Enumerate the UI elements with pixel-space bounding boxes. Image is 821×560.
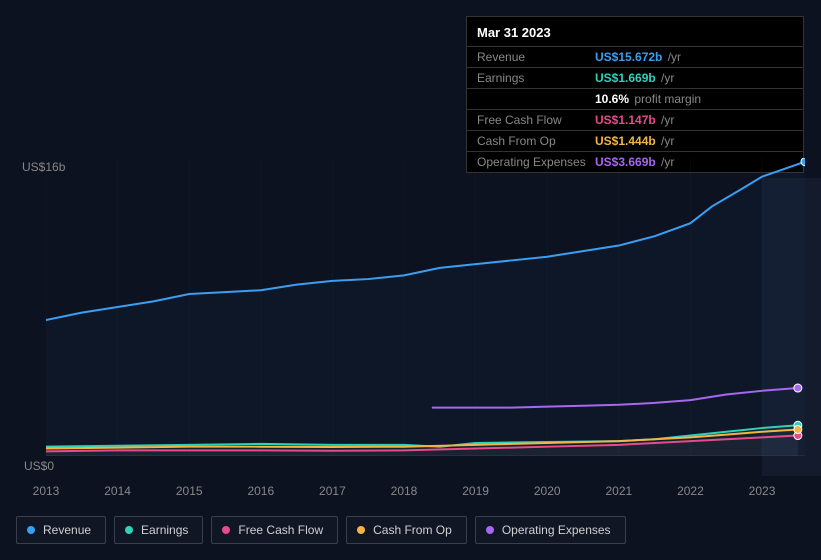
x-axis-labels: 2013201420152016201720182019202020212022… (46, 484, 805, 502)
tooltip-row-value: US$1.147b /yr (595, 113, 674, 127)
legend-label: Free Cash Flow (238, 523, 323, 537)
legend-dot-icon (125, 526, 133, 534)
tooltip-row: 10.6% profit margin (467, 89, 803, 110)
legend-label: Operating Expenses (502, 523, 611, 537)
legend-dot-icon (357, 526, 365, 534)
legend-item-cash-from-op[interactable]: Cash From Op (346, 516, 467, 544)
legend-dot-icon (486, 526, 494, 534)
legend-label: Earnings (141, 523, 188, 537)
tooltip-date: Mar 31 2023 (467, 23, 803, 47)
legend-item-free-cash-flow[interactable]: Free Cash Flow (211, 516, 338, 544)
x-axis-tick-label: 2023 (749, 484, 776, 498)
tooltip-row-value: US$1.444b /yr (595, 134, 674, 148)
legend-item-earnings[interactable]: Earnings (114, 516, 203, 544)
x-axis-tick-label: 2013 (33, 484, 60, 498)
x-axis-tick-label: 2015 (176, 484, 203, 498)
tooltip-rows: RevenueUS$15.672b /yrEarningsUS$1.669b /… (467, 47, 803, 172)
legend-dot-icon (27, 526, 35, 534)
tooltip-row: Free Cash FlowUS$1.147b /yr (467, 110, 803, 131)
financial-chart[interactable] (16, 158, 805, 456)
tooltip-row-label: Cash From Op (477, 134, 595, 148)
legend-label: Revenue (43, 523, 91, 537)
legend-dot-icon (222, 526, 230, 534)
tooltip-row-label: Earnings (477, 71, 595, 85)
legend-item-operating-expenses[interactable]: Operating Expenses (475, 516, 626, 544)
x-axis-tick-label: 2018 (391, 484, 418, 498)
x-axis-tick-label: 2020 (534, 484, 561, 498)
legend-item-revenue[interactable]: Revenue (16, 516, 106, 544)
tooltip-row-label: Free Cash Flow (477, 113, 595, 127)
x-axis-tick-label: 2021 (605, 484, 632, 498)
x-axis-tick-label: 2014 (104, 484, 131, 498)
tooltip-row: RevenueUS$15.672b /yr (467, 47, 803, 68)
x-axis-tick-label: 2022 (677, 484, 704, 498)
legend-label: Cash From Op (373, 523, 452, 537)
chart-legend: Revenue Earnings Free Cash Flow Cash From O… (16, 516, 626, 544)
tooltip-row-label (477, 92, 595, 106)
chart-tooltip: Mar 31 2023 RevenueUS$15.672b /yrEarning… (466, 16, 804, 173)
tooltip-row-value: US$15.672b /yr (595, 50, 681, 64)
x-axis-tick-label: 2019 (462, 484, 489, 498)
chart-svg (46, 158, 805, 456)
tooltip-row-value: 10.6% profit margin (595, 92, 701, 106)
tooltip-row: Cash From OpUS$1.444b /yr (467, 131, 803, 152)
x-axis-tick-label: 2017 (319, 484, 346, 498)
tooltip-row-value: US$1.669b /yr (595, 71, 674, 85)
y-axis-label-bottom: US$0 (24, 459, 54, 473)
x-axis-tick-label: 2016 (247, 484, 274, 498)
tooltip-row: EarningsUS$1.669b /yr (467, 68, 803, 89)
tooltip-row-label: Revenue (477, 50, 595, 64)
